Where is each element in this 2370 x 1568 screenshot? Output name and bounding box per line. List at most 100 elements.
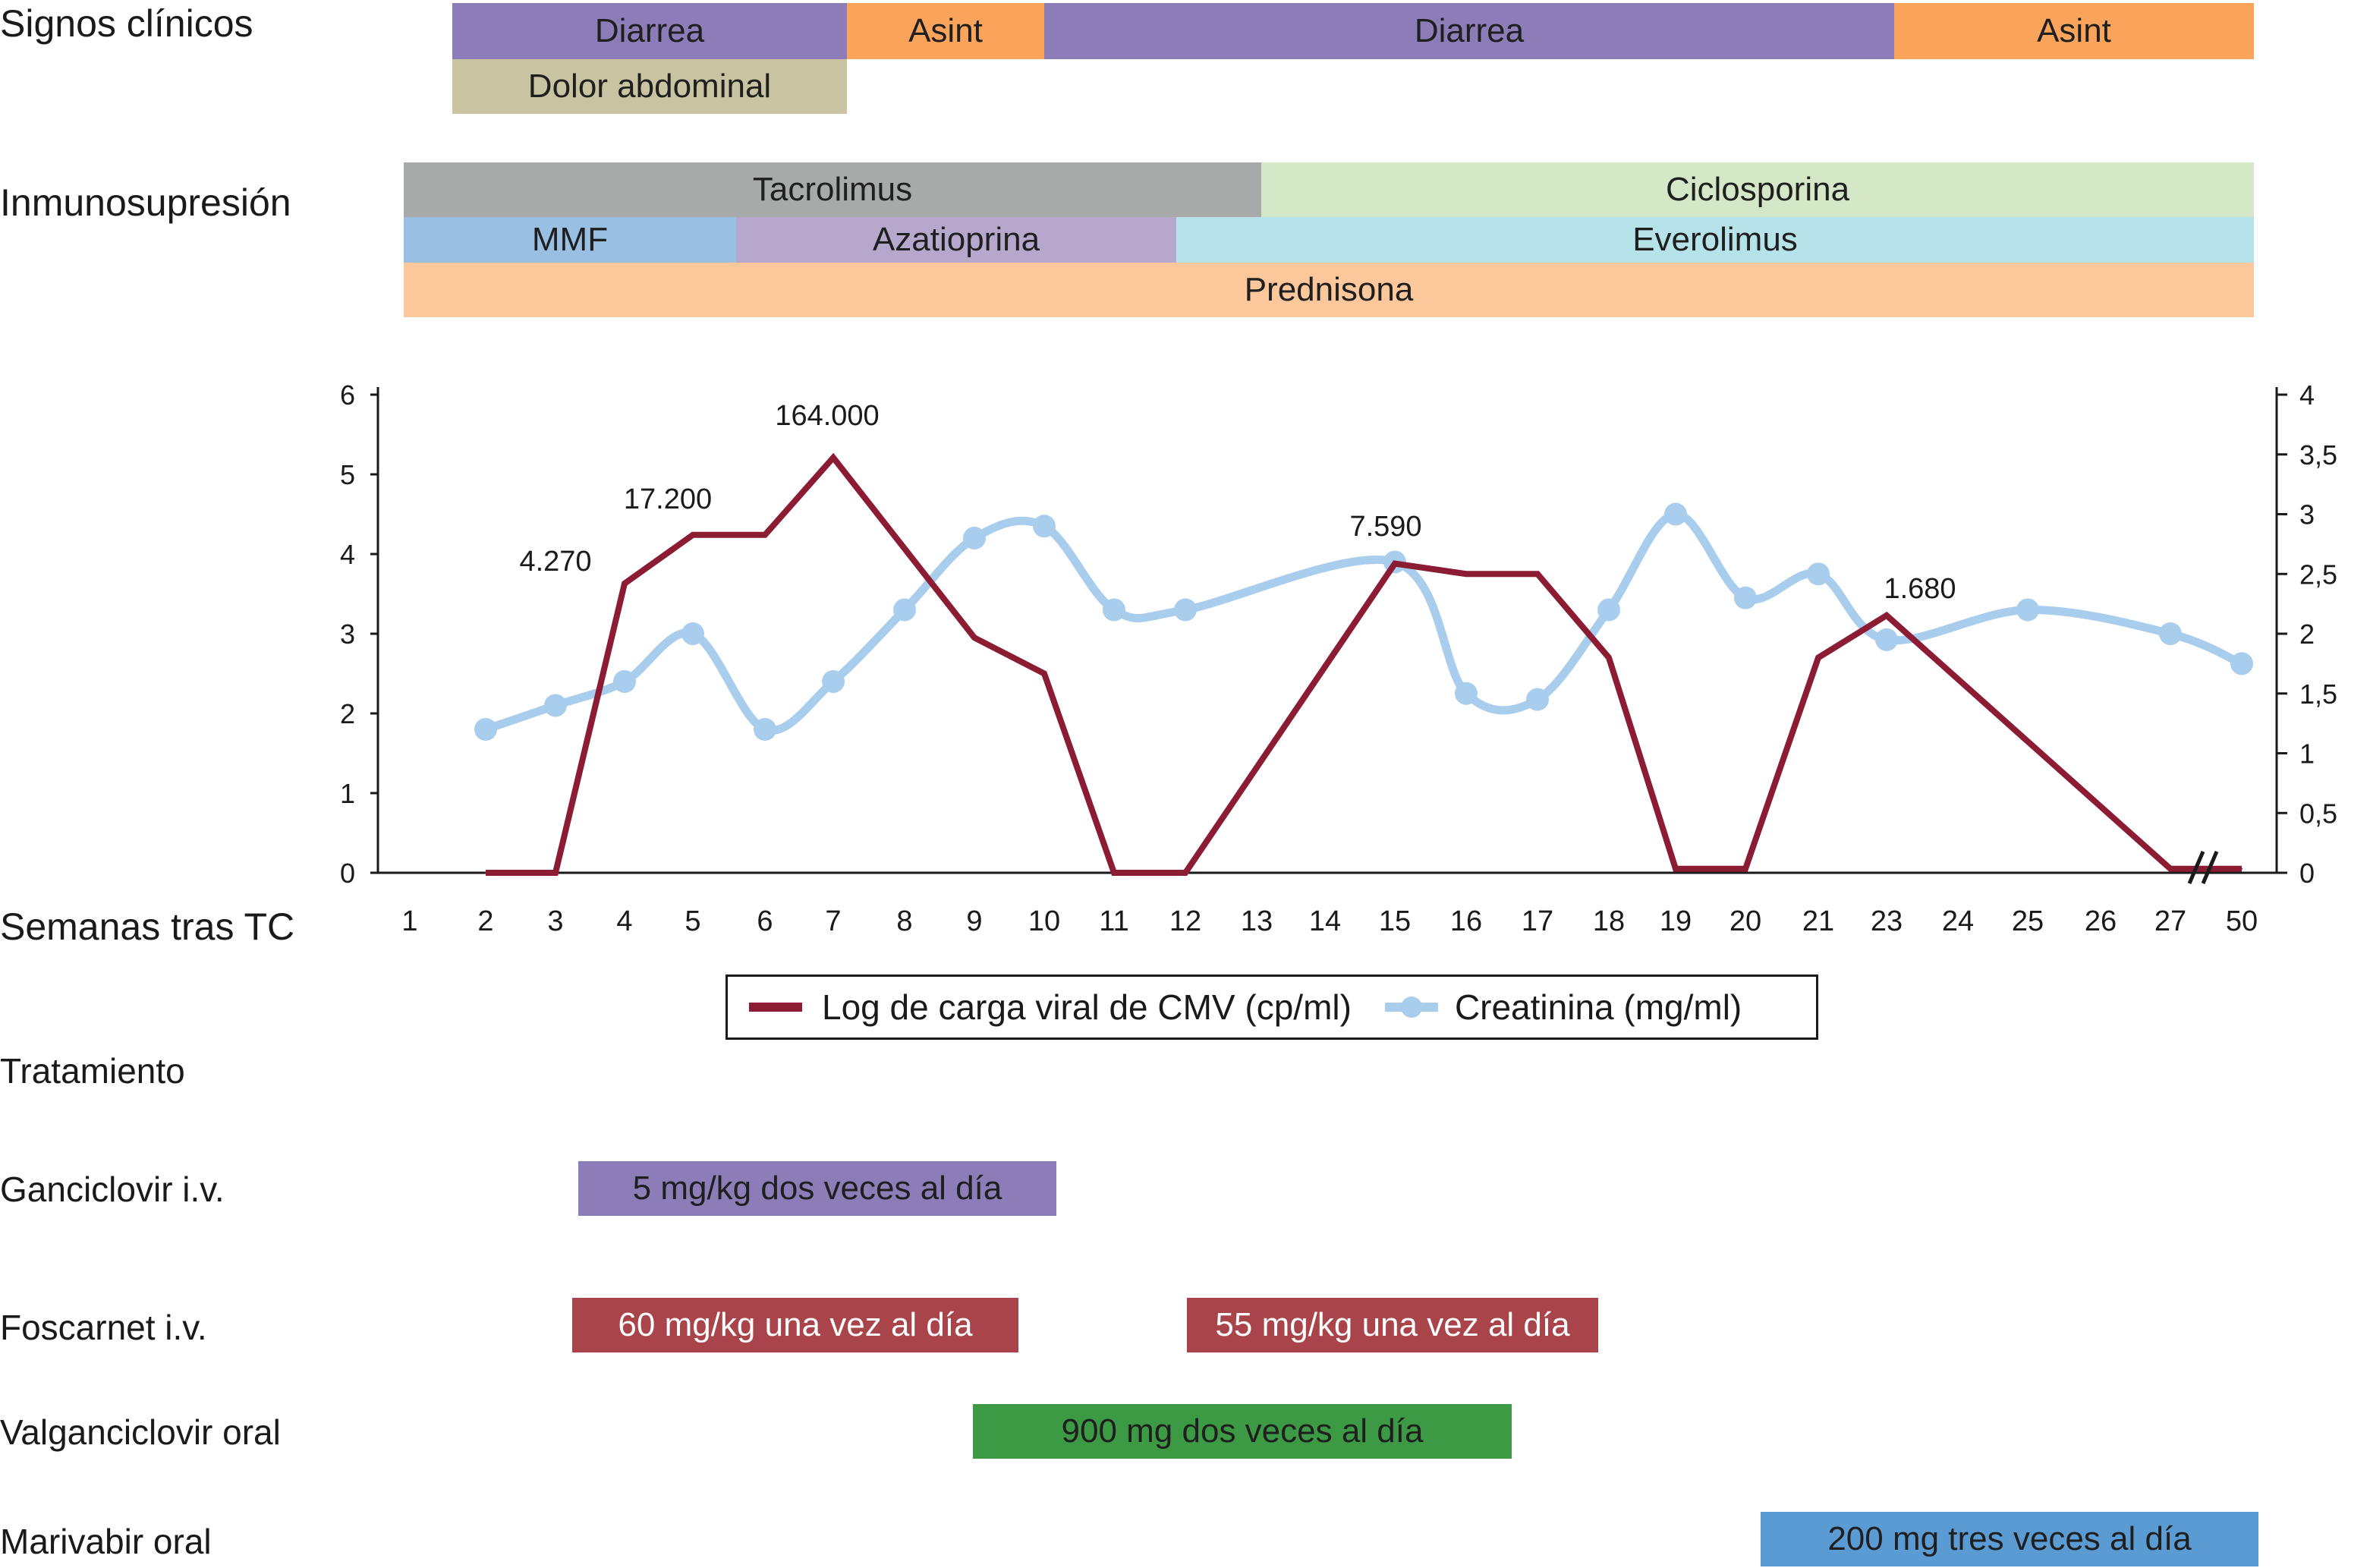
x-tick-label: 27 [2154, 905, 2186, 937]
viral-load-point [1185, 872, 1186, 874]
signos-label: Signos clínicos [0, 2, 253, 45]
x-tick-label: 4 [616, 905, 632, 937]
x-tick-label: 6 [757, 905, 773, 937]
viral-load-point [555, 872, 556, 874]
x-tick-label: 8 [896, 905, 912, 937]
viral-load-point [1394, 562, 1396, 565]
band-ciclosporina: Ciclosporina [1261, 162, 2254, 217]
viral-load-point [1675, 867, 1676, 870]
y-right-tick-label: 2 [2299, 619, 2315, 650]
band-ganciclovir: 5 mg/kg dos veces al día [578, 1161, 1056, 1216]
creatinine-point [1033, 515, 1056, 538]
inmuno-label: Inmunosupresión [0, 181, 291, 224]
legend-viral-label: Log de carga viral de CMV (cp/ml) [822, 987, 1352, 1027]
creatinine-point [2230, 652, 2253, 675]
band-diarrea-1: Diarrea [452, 3, 847, 59]
y-right-tick-label: 0 [2299, 858, 2315, 889]
x-tick-label: 2 [477, 905, 493, 937]
viral-load-point [1608, 656, 1610, 659]
y-right-tick-label: 1,5 [2299, 679, 2337, 710]
y-right-tick-label: 3,5 [2299, 439, 2337, 471]
x-tick-label: 10 [1028, 905, 1060, 937]
x-tick-label: 11 [1099, 905, 1128, 937]
creatinine-point [544, 694, 567, 717]
creatinine-point [1455, 682, 1478, 705]
band-tacrolimus: Tacrolimus [404, 162, 1261, 217]
creatinine-point [681, 622, 704, 645]
viral-load-line [486, 452, 2242, 876]
band-prednisona: Prednisona [404, 263, 2254, 317]
y-left-tick-label: 2 [340, 698, 355, 729]
x-tick-label: 23 [1871, 905, 1903, 937]
viral-load-point [1818, 656, 1819, 659]
axis-break-mark [2187, 851, 2205, 884]
creatinine-point [1526, 688, 1549, 711]
viral-load-point [1537, 573, 1538, 575]
x-tick-label: 14 [1309, 905, 1341, 937]
viral-load-annotation: 164.000 [775, 400, 879, 432]
x-tick-label: 18 [1593, 905, 1625, 937]
creatinine-point [1174, 598, 1197, 622]
viral-load-annotation: 7.590 [1349, 511, 1421, 543]
band-dolor-abdominal: Dolor abdominal [452, 59, 847, 114]
x-tick-label: 19 [1660, 905, 1692, 937]
band-foscarnet-1: 60 mg/kg una vez al día [572, 1298, 1018, 1352]
x-tick-label: 17 [1522, 905, 1553, 937]
foscarnet-label: Foscarnet i.v. [0, 1308, 207, 1347]
x-tick-label: 26 [2085, 905, 2117, 937]
x-tick-label: 50 [2226, 905, 2258, 937]
creatinine-point [1734, 586, 1757, 609]
band-asint-2: Asint [1894, 3, 2254, 59]
creatinine-point [2016, 598, 2039, 622]
creatinine-point [474, 718, 497, 741]
viral-load-annotation: 17.200 [624, 483, 712, 515]
band-everolimus: Everolimus [1176, 217, 2254, 263]
x-tick-label: 24 [1942, 905, 1974, 937]
x-tick-label: 7 [825, 905, 841, 937]
y-left-tick-label: 0 [340, 858, 355, 889]
x-tick-label: 15 [1379, 905, 1411, 937]
axis-break-mark [2201, 851, 2219, 884]
creatinine-point [1597, 598, 1620, 622]
y-left-tick-label: 5 [340, 459, 355, 490]
x-tick-label: 9 [966, 905, 982, 937]
maribavir-label: Marivabir oral [0, 1522, 212, 1561]
semanas-label: Semanas tras TC [0, 905, 295, 948]
valganciclovir-label: Valganciclovir oral [0, 1412, 281, 1452]
x-tick-label: 25 [2012, 905, 2044, 937]
x-tick-label: 20 [1730, 905, 1761, 937]
viral-load-point [2170, 867, 2171, 870]
viral-load-point [2241, 867, 2243, 870]
y-right-tick-label: 3 [2299, 499, 2315, 531]
creatinine-point [2159, 622, 2182, 645]
y-left-tick-label: 4 [340, 539, 355, 570]
creatinine-point [1103, 598, 1125, 622]
y-right-tick-label: 0,5 [2299, 798, 2337, 829]
ganciclovir-label: Ganciclovir i.v. [0, 1170, 225, 1209]
y-left-tick-label: 3 [340, 619, 355, 650]
x-tick-label: 13 [1241, 905, 1273, 937]
band-mmf: MMF [404, 217, 736, 263]
x-tick-label: 3 [547, 905, 563, 937]
viral-load-annotation: 1.680 [1884, 573, 1956, 605]
creatinine-point [822, 670, 845, 693]
creatinine-point [754, 718, 776, 741]
y-right-tick-label: 2,5 [2299, 559, 2337, 590]
x-tick-label: 16 [1450, 905, 1482, 937]
y-left-tick-label: 1 [340, 778, 355, 809]
x-tick-label: 12 [1169, 905, 1201, 937]
y-right-tick-label: 1 [2299, 738, 2315, 770]
creatinine-point [893, 598, 916, 622]
legend-creatinine-swatch [1384, 997, 1438, 1018]
viral-load-point [485, 872, 486, 874]
x-tick-label: 21 [1802, 905, 1834, 937]
legend-creatinine-label: Creatinina (mg/ml) [1454, 987, 1742, 1027]
creatinine-point [613, 670, 636, 693]
creatinine-point [1664, 502, 1687, 526]
chart-legend: Log de carga viral de CMV (cp/ml) Creati… [725, 974, 1818, 1040]
viral-load-point [1886, 614, 1887, 616]
creatinine-point [1875, 628, 1898, 651]
band-maribavir: 200 mg tres veces al día [1761, 1512, 2258, 1566]
band-azatioprina: Azatioprina [736, 217, 1176, 263]
